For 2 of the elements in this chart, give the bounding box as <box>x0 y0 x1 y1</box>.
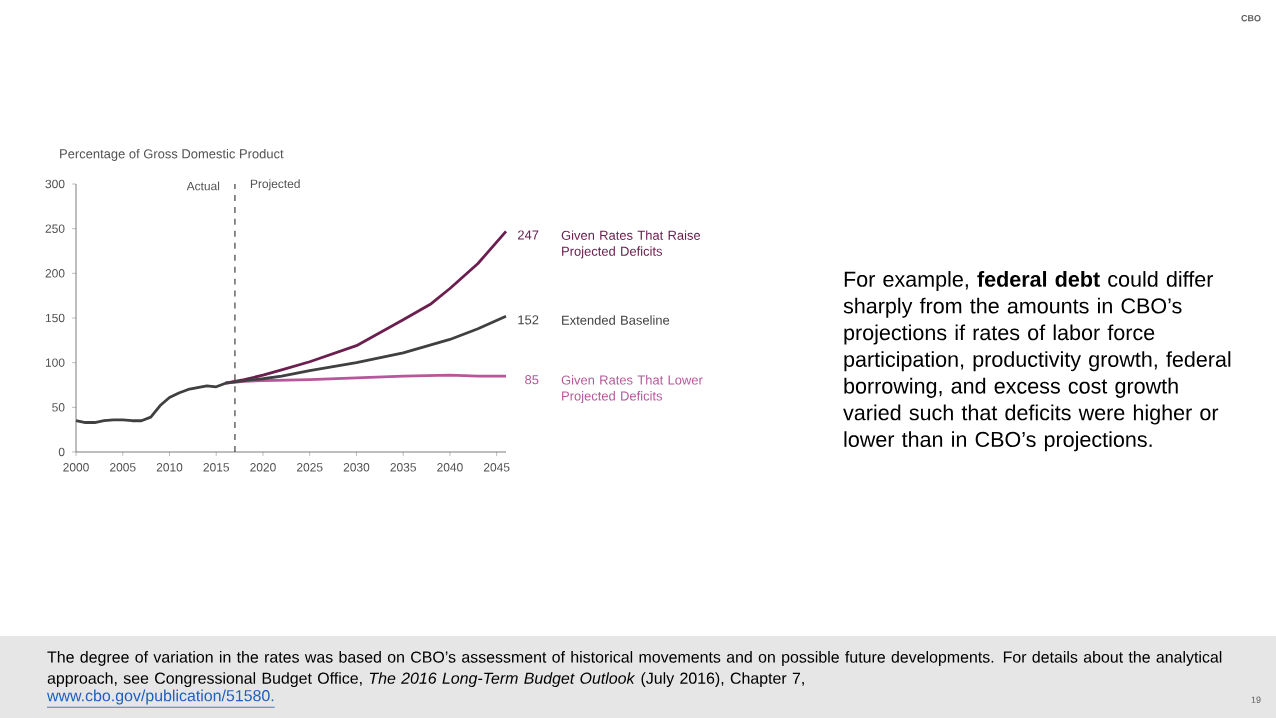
text: For example, federal debt could differ sharply from the amounts in CBO’s projections if rates of labor force participation, productivity growth, federal borrowing, and excess cost growth varied such that deficits were higher or lower than in CBO’s projections. <box>843 271 1231 452</box>
line-series <box>224 229 508 385</box>
